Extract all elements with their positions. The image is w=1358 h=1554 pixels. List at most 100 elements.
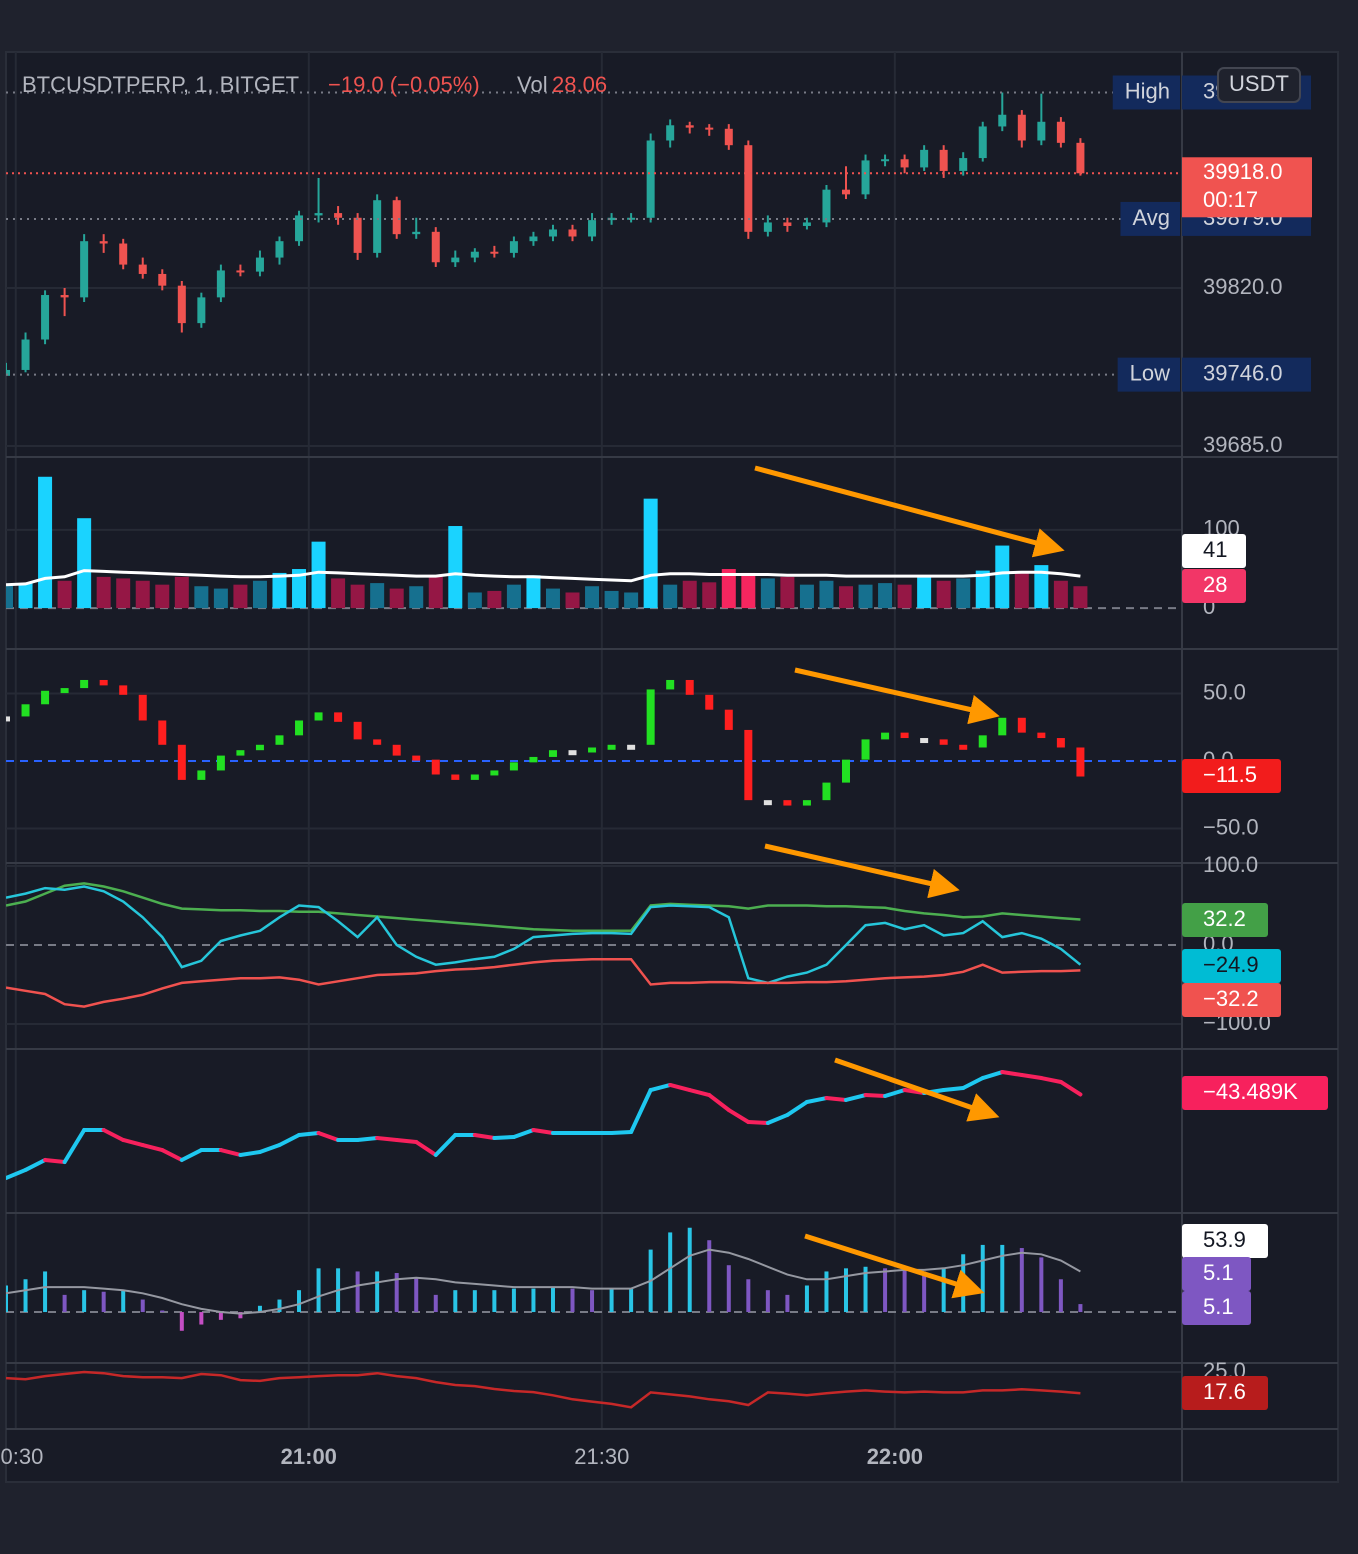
volume-bar <box>799 584 814 609</box>
axis: 20:3021:0021:3022:0039685.039820.0010050… <box>0 52 1338 1482</box>
candle-body <box>6 369 10 376</box>
line-segment <box>62 1128 87 1165</box>
value-label: 41 <box>1203 537 1227 562</box>
candle-body <box>1037 121 1046 141</box>
value-label: 32.2 <box>1203 906 1246 931</box>
indicator-line <box>6 885 1082 985</box>
candle-body <box>705 127 714 130</box>
y-tick-label: 39685.0 <box>1203 432 1283 457</box>
price-line-name-box <box>1112 75 1180 110</box>
line-segment <box>941 1085 966 1093</box>
volume-bar <box>194 586 209 609</box>
histogram-bar <box>6 1285 8 1313</box>
candle-body <box>783 222 792 226</box>
oscillator-block <box>255 744 264 751</box>
histogram-bar <box>433 1294 438 1313</box>
oscillator-block <box>412 755 421 761</box>
oscillator-block <box>822 782 831 801</box>
oscillator-block <box>138 694 147 721</box>
candle-body <box>646 140 655 218</box>
volume-bar <box>1014 572 1029 609</box>
indicator-line <box>6 882 1081 933</box>
volume-bar <box>936 580 951 609</box>
oscillator-block <box>1017 717 1026 733</box>
volume-bar <box>272 572 287 609</box>
histogram-bar <box>121 1290 126 1313</box>
volume-bar <box>682 580 697 609</box>
value-label-box <box>1182 1257 1251 1291</box>
volume-bar <box>956 578 971 609</box>
oscillator-block <box>861 739 870 760</box>
candle-body <box>939 149 948 171</box>
arrow <box>754 465 1065 558</box>
oscillator-block <box>177 744 186 780</box>
volume-bar <box>174 576 189 609</box>
oscillator-block <box>744 729 753 801</box>
histogram-bar <box>82 1290 87 1313</box>
oscillator-block <box>470 774 479 780</box>
line-segment <box>472 1132 497 1140</box>
oscillator-block <box>275 735 284 745</box>
oscillator-block <box>607 744 616 750</box>
price-line-name: Low <box>1130 360 1170 385</box>
line-segment <box>140 1143 165 1153</box>
volume-title: Vol <box>517 72 548 97</box>
histogram-bar <box>941 1268 946 1313</box>
oscillator-block <box>900 732 909 739</box>
candle-body <box>568 229 577 237</box>
histogram-bar <box>316 1268 321 1313</box>
oscillator-block <box>236 750 245 756</box>
indicator-line <box>6 957 1081 1008</box>
currency-label: USDT <box>1229 71 1289 96</box>
oscillator-block <box>588 747 597 753</box>
volume-bar <box>311 541 326 609</box>
line-segment <box>1039 1076 1063 1084</box>
volume-bar <box>819 580 834 609</box>
candle-body <box>861 160 870 195</box>
histogram-bar <box>453 1290 458 1313</box>
volume-bar <box>721 569 736 609</box>
line-segment <box>746 1120 770 1125</box>
line-segment <box>160 1148 184 1162</box>
candle-body <box>295 215 304 242</box>
histogram-bar <box>1058 1279 1063 1313</box>
volume-bar <box>545 588 560 609</box>
volume-bar <box>370 583 385 609</box>
candle-body <box>490 251 499 254</box>
value-label: −43.489K <box>1203 1079 1298 1104</box>
oscillator-block <box>920 738 929 744</box>
volume-bar <box>643 498 658 609</box>
oscillator-block <box>959 744 968 750</box>
price-line-name: High <box>1125 78 1170 103</box>
value-label: −11.5 <box>1203 762 1257 787</box>
histogram-bar <box>43 1271 48 1313</box>
histogram-bar <box>668 1232 673 1313</box>
value-label: 5.1 <box>1203 1260 1234 1285</box>
histogram-bar <box>297 1290 302 1313</box>
oscillator-block <box>334 712 343 722</box>
oscillator-block <box>158 720 167 745</box>
x-tick-label: 22:00 <box>867 1444 923 1469</box>
oscillator-block <box>685 679 694 695</box>
oscillator-block <box>705 694 714 710</box>
volume-bar <box>428 576 443 609</box>
histogram-bar <box>179 1312 184 1331</box>
candle-body <box>548 229 557 237</box>
oscillator-block <box>41 690 50 705</box>
volume-bar <box>858 584 873 609</box>
value-label-box <box>1182 1291 1251 1325</box>
oscillator-block <box>666 679 675 690</box>
value-label-box <box>1182 1076 1328 1110</box>
histogram-bar <box>238 1312 243 1319</box>
oscillator-block <box>119 685 128 695</box>
line-segment <box>511 1128 536 1139</box>
candle-body <box>470 251 479 258</box>
candle-body <box>451 257 460 263</box>
candle-body <box>60 295 69 298</box>
line-segment <box>179 1148 204 1162</box>
line-segment <box>316 1131 341 1142</box>
candle-body <box>1056 121 1065 143</box>
annotations <box>754 465 1065 1299</box>
